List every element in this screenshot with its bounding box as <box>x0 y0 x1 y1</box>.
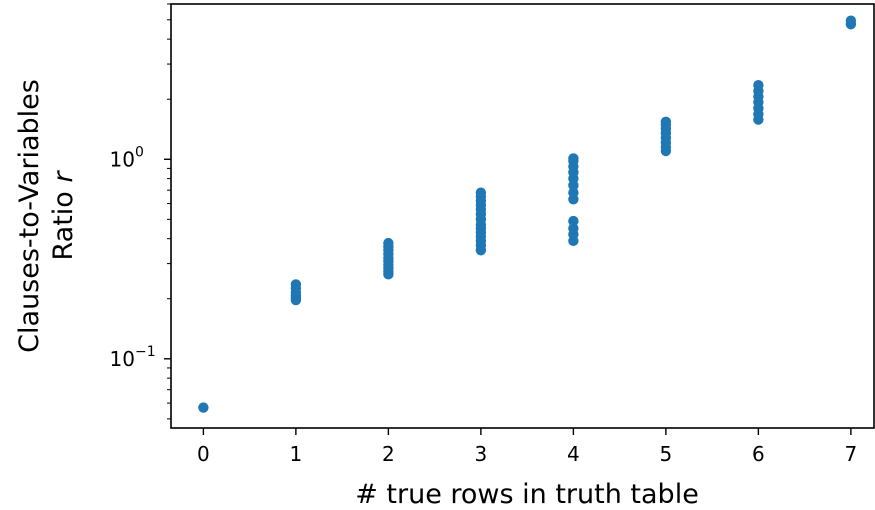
x-tick-label: 7 <box>845 442 858 466</box>
y-tick-label-exponent: 0 <box>135 144 144 160</box>
data-point <box>660 116 672 128</box>
x-tick-label: 6 <box>752 442 765 466</box>
x-axis-ticks: 0 1 2 3 4 5 6 7 <box>197 428 857 466</box>
y-tick-label-base: 10 <box>110 147 135 171</box>
y-axis-label-ratio: Ratio <box>48 183 79 261</box>
data-point <box>475 187 487 198</box>
y-tick-label-exponent: −1 <box>135 344 156 360</box>
x-tick-label: 4 <box>567 442 580 466</box>
y-tick-label-base: 10 <box>110 347 135 371</box>
x-tick-label: 3 <box>475 442 488 466</box>
x-axis-label: # true rows in truth table <box>355 479 699 510</box>
data-point <box>845 15 857 26</box>
x-tick-label: 0 <box>197 442 210 466</box>
x-tick-label: 5 <box>660 442 673 466</box>
data-point <box>568 153 579 164</box>
y-axis-label-line2: Ratio r <box>48 170 79 261</box>
x-tick-label: 1 <box>290 442 303 466</box>
y-axis-label: Clauses-to-Variables Ratio r <box>14 79 79 353</box>
data-point <box>290 279 302 290</box>
data-point <box>568 187 579 198</box>
data-point <box>198 402 209 413</box>
data-point <box>383 237 394 249</box>
x-tick-label: 2 <box>382 442 395 466</box>
data-points <box>198 15 857 413</box>
plot-frame <box>170 3 875 429</box>
data-point <box>753 80 764 91</box>
y-axis-label-line1: Clauses-to-Variables <box>14 79 45 353</box>
data-point <box>568 223 579 234</box>
data-point <box>568 215 579 227</box>
y-axis-label-variable: r <box>48 170 79 183</box>
